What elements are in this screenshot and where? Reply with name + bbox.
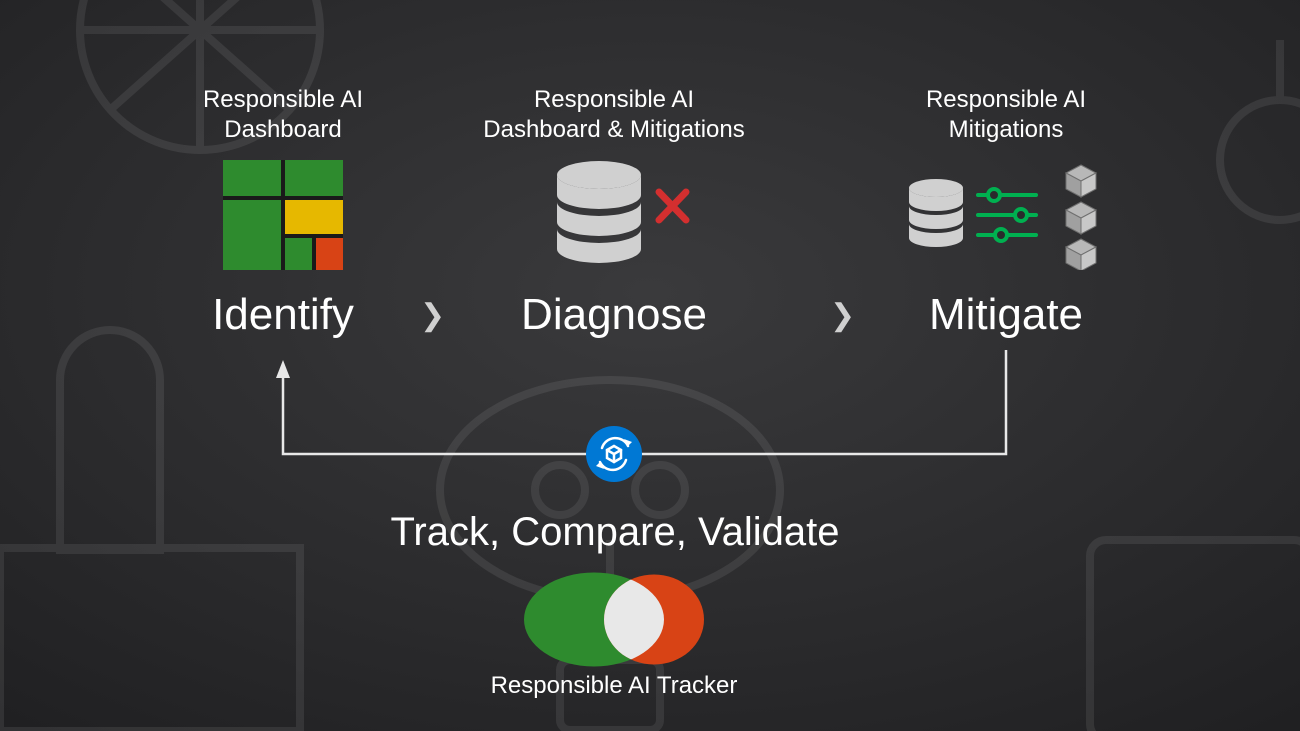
diagram-content: Responsible AI Dashboard Identify ❯ Resp… xyxy=(0,0,1300,731)
venn-icon xyxy=(514,572,714,672)
tracker-label: Responsible AI Tracker xyxy=(414,672,814,700)
cycle-icon xyxy=(586,426,642,487)
center-title: Track, Compare, Validate xyxy=(300,510,930,555)
